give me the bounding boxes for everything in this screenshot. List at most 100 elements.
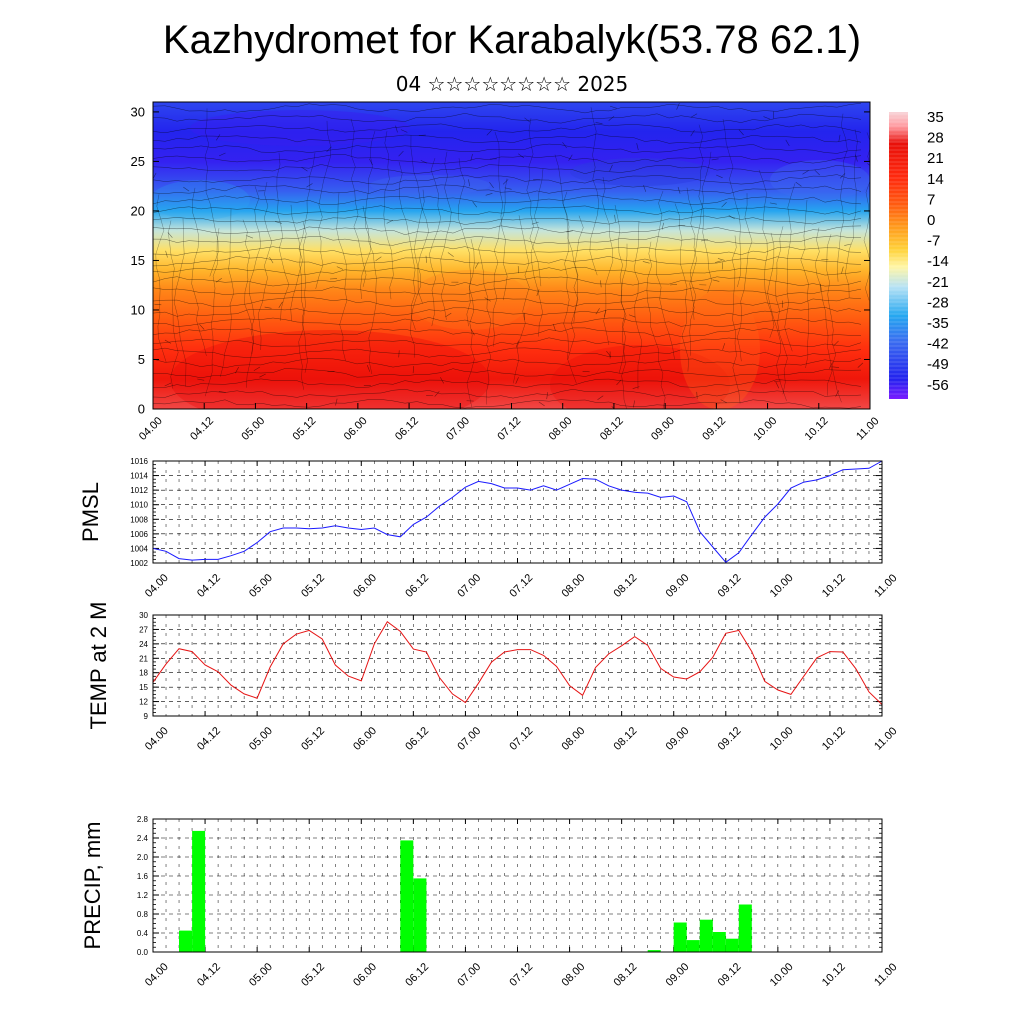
pmsl-x-tick-label: 05.12 [299,572,327,600]
pmsl-x-tick-label: 09.12 [716,572,744,600]
precip-x-tick-label: 04.00 [143,961,171,989]
cross-section-y-tick-label: 10 [131,302,145,317]
temp-x-tick-label: 05.12 [299,725,327,753]
temp-y-tick-label: 9 [144,712,149,721]
chart-subtitle: 04 ☆☆☆☆☆☆☆☆ 2025 [395,72,629,96]
temp-x-tick-label: 08.12 [612,725,640,753]
pmsl-x-tick-label: 04.00 [143,572,171,600]
temp-x-tick-label: 11.00 [872,725,899,752]
precip-y-axis-label: PRECIP, mm [80,822,105,950]
pmsl-x-tick-label: 04.12 [195,572,223,600]
cross-section-y-tick-label: 15 [131,253,145,268]
colorbar-label: -21 [927,274,949,291]
precip-y-tick-label: 1.6 [137,872,149,881]
colorbar-label: -7 [927,233,940,250]
precip-bar [686,940,700,952]
pmsl-y-axis-label: PMSL [78,482,103,542]
cross-section-field [153,102,870,409]
pmsl-y-tick-label: 1010 [130,501,148,510]
cross-section-x-tick-label: 05.12 [291,415,319,443]
precip-x-tick-label: 07.00 [455,961,483,989]
temp-x-tick-label: 10.00 [768,725,796,753]
cross-section-x-tick-label: 04.00 [137,415,165,443]
precip-bar [699,919,713,952]
precip-x-tick-label: 07.12 [507,961,535,989]
pmsl-x-tick-label: 10.12 [820,572,848,600]
precip-bar [673,922,687,952]
cross-section-y-tick-label: 0 [138,402,145,417]
pmsl-x-tick-label: 05.00 [247,572,275,600]
pmsl-x-tick-label: 10.00 [768,572,796,600]
cross-section-x-tick-label: 08.12 [598,415,626,443]
cross-section-y-tick-label: 30 [131,104,145,119]
precip-x-tick-label: 09.00 [664,961,692,989]
temp-y-tick-label: 30 [139,611,148,620]
temp-x-tick-label: 09.12 [716,725,744,753]
precip-y-tick-label: 1.2 [137,891,149,900]
pmsl-y-tick-label: 1012 [130,486,148,495]
cross-section-x-tick-label: 06.00 [342,415,370,443]
precip-x-tick-label: 08.00 [559,961,587,989]
colorbar-label: -42 [927,336,949,353]
pmsl-x-tick-label: 06.00 [351,572,379,600]
pmsl-y-tick-label: 1016 [130,457,148,466]
temp-x-tick-label: 06.12 [403,725,431,753]
temp-y-tick-label: 21 [139,654,148,663]
precip-y-tick-label: 2.8 [137,815,149,824]
cross-section-x-tick-label: 07.12 [495,415,523,443]
precip-bar [712,932,726,952]
cross-section-x-tick-label: 04.12 [188,415,216,443]
pmsl-x-tick-label: 11.00 [872,572,899,599]
cross-section-x-tick-label: 10.12 [803,415,831,443]
temp-x-tick-label: 10.12 [820,725,848,753]
precip-x-tick-label: 06.00 [351,961,379,989]
temp-y-tick-label: 18 [139,669,148,678]
cross-section-x-tick-label: 07.00 [444,415,472,443]
pmsl-x-tick-label: 08.00 [559,572,587,600]
precip-x-tick-label: 05.12 [299,961,327,989]
precip-x-tick-label: 09.12 [716,961,744,989]
cross-section-x-tick-label: 08.00 [547,415,575,443]
pmsl-x-tick-label: 08.12 [612,572,640,600]
precip-x-tick-label: 06.12 [403,961,431,989]
temp-x-tick-label: 09.00 [664,725,692,753]
colorbar-label: 28 [927,130,944,147]
temp-y-tick-label: 15 [139,683,148,692]
precip-bar [192,830,206,952]
colorbar-scale [889,112,908,399]
cross-section-y-tick-label: 20 [131,203,145,218]
pmsl-x-tick-label: 06.12 [403,572,431,600]
precip-panel: 0.0 0.4 0.8 1.2 1.6 2.0 2.4 2.8 04.00 04.12 05.00 0… [80,815,900,989]
temp-x-tick-label: 04.12 [195,725,223,753]
temp-x-tick-label: 07.12 [507,725,535,753]
cross-section-x-tick-label: 09.12 [700,415,728,443]
colorbar-label: 7 [927,191,935,208]
cross-section-mottling [153,110,870,409]
pmsl-y-tick-label: 1002 [130,559,148,568]
colorbar-labels: 35 28 21 14 7 0 -7 -14 -21 -28 -35 -42 -49 -56 [927,109,949,394]
precip-x-tick-label: 04.12 [195,961,223,989]
chart-title: Kazhydromet for Karabalyk(53.78 62.1) [162,18,862,62]
precip-bar [647,950,661,952]
cross-section-x-tick-label: 10.00 [751,415,779,443]
temp-y-tick-label: 12 [139,698,148,707]
temp-x-tick-label: 07.00 [455,725,483,753]
wind-barb-lines [153,102,870,409]
pmsl-series-line [152,460,883,563]
colorbar-label: 14 [927,171,944,188]
cross-section-panel: 0 5 10 15 20 25 30 04.00 04.12 05.00 05.12 06.00 06… [131,101,882,443]
cross-section-x-tick-label: 05.00 [239,415,267,443]
precip-x-tick-label: 11.00 [872,961,899,988]
temp-y-tick-label: 27 [139,625,148,634]
precip-y-tick-label: 0.0 [137,948,149,957]
cross-section-y-tick-label: 5 [138,352,145,367]
temp-panel: 9 12 15 18 21 24 27 30 04.00 04.12 05.00 05.12 06.00… [86,602,900,753]
temp-x-tick-label: 06.00 [351,725,379,753]
colorbar-label: -28 [927,294,949,311]
colorbar-label: -56 [927,377,949,394]
precip-y-tick-label: 0.4 [137,929,149,938]
pmsl-panel: 1002 1004 1006 1008 1010 1012 1014 1016 04.00 04.… [78,457,900,600]
temp-y-axis-label: TEMP at 2 M [86,602,111,730]
pmsl-y-tick-label: 1014 [130,472,148,481]
